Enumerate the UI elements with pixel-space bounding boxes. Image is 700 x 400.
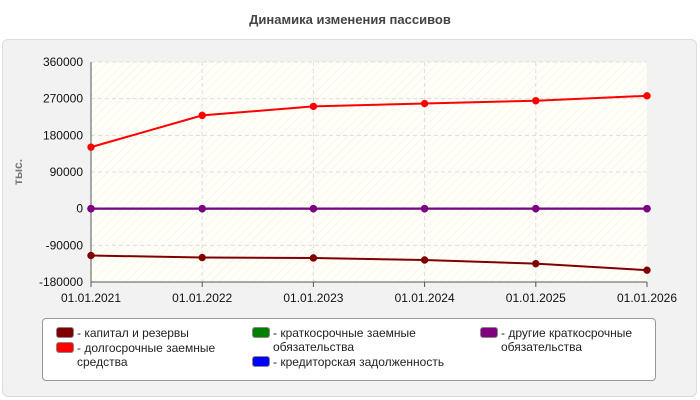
- chart-title: Динамика изменения пассивов: [249, 12, 451, 27]
- data-point: [643, 204, 651, 213]
- x-tick-label: 01.01.2023: [283, 291, 343, 305]
- legend-swatch: [480, 327, 498, 338]
- x-tick-label: 01.01.2021: [61, 291, 121, 305]
- y-tick-label: -180000: [39, 275, 83, 289]
- x-tick-label: 01.01.2026: [617, 291, 677, 305]
- x-tick-label: 01.01.2024: [395, 291, 455, 305]
- x-tick-label: 01.01.2025: [506, 291, 566, 305]
- legend-label: - долгосрочные заемные средства: [77, 341, 216, 369]
- data-point: [87, 251, 95, 260]
- data-point: [643, 92, 651, 100]
- data-point: [87, 204, 95, 213]
- data-point: [532, 97, 540, 105]
- data-point: [198, 204, 206, 213]
- legend-label: - другие краткосрочные обязательства: [501, 326, 633, 354]
- data-point: [309, 204, 318, 213]
- y-tick-label: 270000: [43, 92, 83, 106]
- legend-swatch: [56, 327, 74, 338]
- data-point: [420, 204, 429, 213]
- y-tick-label: 360000: [43, 55, 83, 69]
- y-axis-label: тыс.: [11, 159, 25, 185]
- y-tick-label: -90000: [46, 238, 84, 252]
- data-point: [309, 254, 318, 262]
- data-point: [420, 256, 429, 264]
- data-point: [198, 111, 206, 120]
- series-line: [90, 94, 648, 149]
- data-point: [198, 253, 206, 262]
- data-point: [87, 143, 95, 151]
- legend-swatch: [252, 356, 270, 367]
- legend-swatch: [252, 327, 270, 338]
- legend-label: - краткосрочные заемные обязательства: [273, 326, 416, 354]
- x-tick-label: 01.01.2022: [172, 291, 232, 305]
- data-point: [420, 99, 429, 108]
- series-line: [90, 254, 648, 272]
- data-point: [643, 266, 651, 274]
- y-tick-label: 0: [76, 202, 83, 216]
- data-point: [532, 204, 540, 213]
- legend-swatch: [56, 342, 74, 353]
- data-point: [532, 259, 540, 268]
- legend-label: - капитал и резервы: [77, 326, 189, 340]
- y-tick-label: 180000: [43, 128, 83, 142]
- legend: - капитал и резервы - долгосрочные заемн…: [42, 318, 656, 381]
- legend-label: - кредиторская задолженность: [273, 355, 445, 369]
- data-point: [309, 102, 318, 111]
- y-tick-label: 90000: [50, 165, 84, 179]
